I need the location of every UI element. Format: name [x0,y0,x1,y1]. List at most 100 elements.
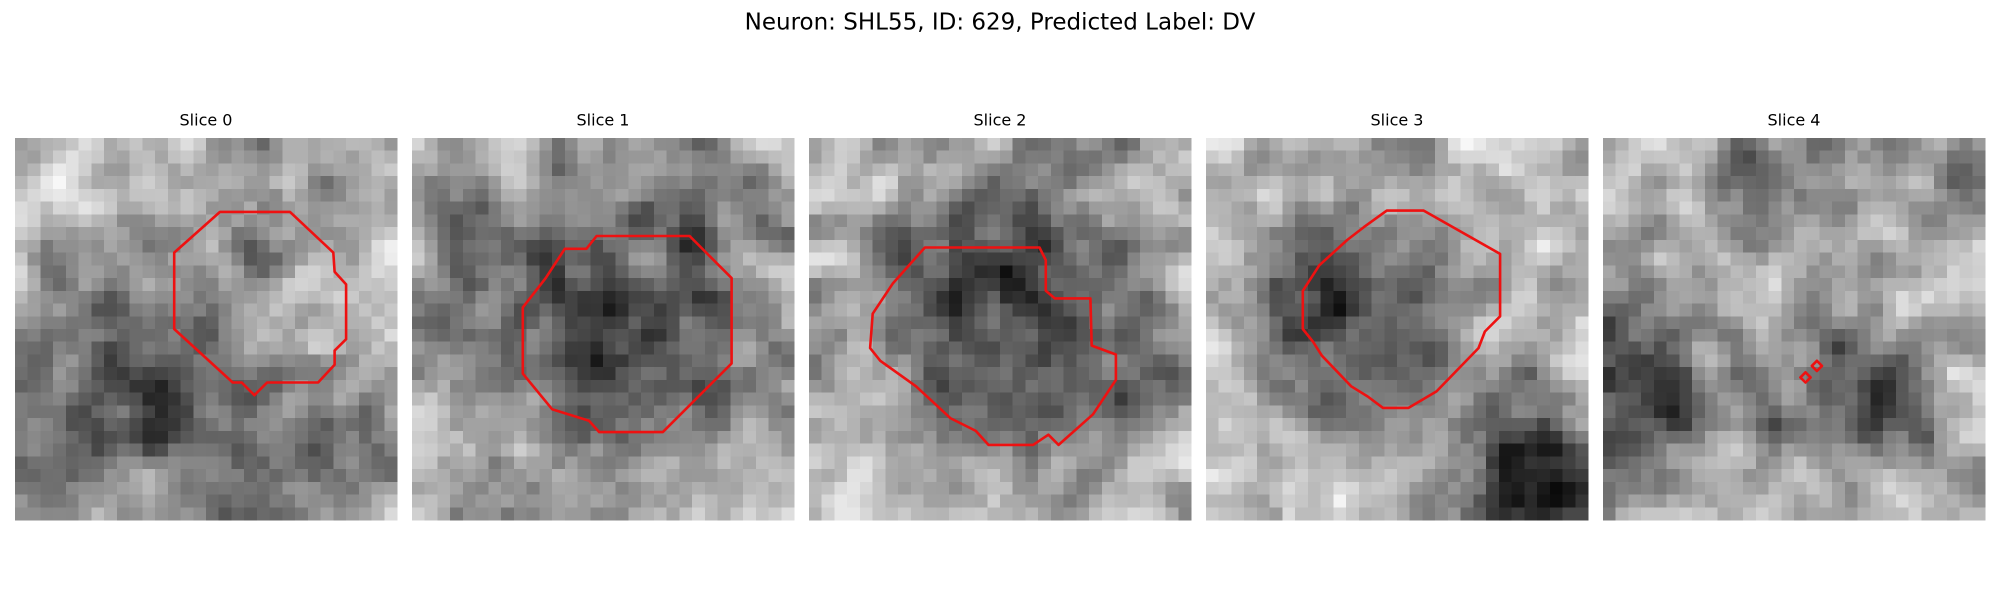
pixel [1371,481,1385,496]
pixel [768,303,782,317]
pixel [603,481,617,496]
pixel [231,150,245,165]
pixel [1653,265,1668,279]
pixel [1895,494,1910,508]
pixel [768,405,782,419]
pixel [1486,392,1500,406]
pixel [577,456,591,470]
pixel [1127,329,1141,343]
pixel [809,214,823,228]
pixel [1371,278,1385,292]
pixel [1537,443,1551,457]
pixel [910,278,925,292]
pixel [1447,252,1462,266]
pixel [1050,367,1065,381]
pixel [1307,138,1322,152]
pixel [65,430,80,445]
pixel [1025,278,1039,292]
pixel [437,290,451,305]
pixel [1397,456,1411,470]
pixel [91,188,105,203]
pixel [1883,176,1897,190]
pixel [269,239,283,254]
pixel [1114,494,1128,508]
pixel [15,481,29,496]
pixel [1934,227,1948,241]
pixel [1063,341,1077,356]
pixel [104,138,118,152]
pixel [231,456,245,470]
pixel [1140,367,1154,381]
pixel [628,341,642,356]
pixel [116,150,131,165]
pixel [1704,227,1719,241]
pixel [1653,443,1668,457]
pixel [1524,341,1538,356]
pixel [53,303,67,317]
pixel [564,150,579,165]
pixel [692,303,706,317]
pixel [513,430,528,445]
pixel [269,290,283,305]
pixel [653,303,668,317]
pixel [1806,239,1821,254]
pixel [320,201,334,215]
pixel [295,150,309,165]
pixel [781,481,795,496]
pixel [269,456,283,470]
pixel [1603,494,1617,508]
pixel [730,201,744,215]
pixel [256,138,271,152]
pixel [1025,316,1039,330]
pixel [717,494,731,508]
pixel [180,252,194,266]
pixel [1768,354,1782,368]
pixel [1460,316,1474,330]
pixel [475,163,489,177]
pixel [1704,354,1719,368]
pixel [1628,138,1642,152]
pixel [1806,481,1821,496]
pixel [1972,481,1986,496]
pixel [1717,405,1731,419]
pixel [1358,278,1373,292]
pixel [1140,354,1154,368]
pixel [1346,443,1360,457]
pixel [1346,392,1360,406]
pixel [1704,239,1719,254]
pixel [1832,201,1846,215]
pixel [628,252,642,266]
pixel [704,430,719,445]
pixel [40,290,54,305]
pixel [923,456,937,470]
pixel [987,227,1001,241]
pixel [1165,188,1179,203]
pixel [346,265,360,279]
pixel [1473,252,1487,266]
pixel [282,443,296,457]
pixel [1730,341,1744,356]
pixel [679,176,693,190]
pixel [167,443,182,457]
pixel [1038,405,1052,419]
pixel [1269,278,1283,292]
pixel [1870,150,1884,165]
pixel [333,138,347,152]
pixel [1921,176,1935,190]
pixel [155,379,169,394]
pixel [1959,443,1973,457]
pixel [129,201,143,215]
pixel [320,469,334,483]
pixel [437,265,451,279]
pixel [1320,469,1334,483]
pixel [437,367,451,381]
pixel [15,303,29,317]
pixel [1050,481,1065,496]
pixel [743,494,757,508]
pixel [1704,138,1719,152]
pixel [155,367,169,381]
pixel [1384,316,1398,330]
pixel [65,494,80,508]
pixel [590,188,604,203]
pixel [1819,430,1833,445]
